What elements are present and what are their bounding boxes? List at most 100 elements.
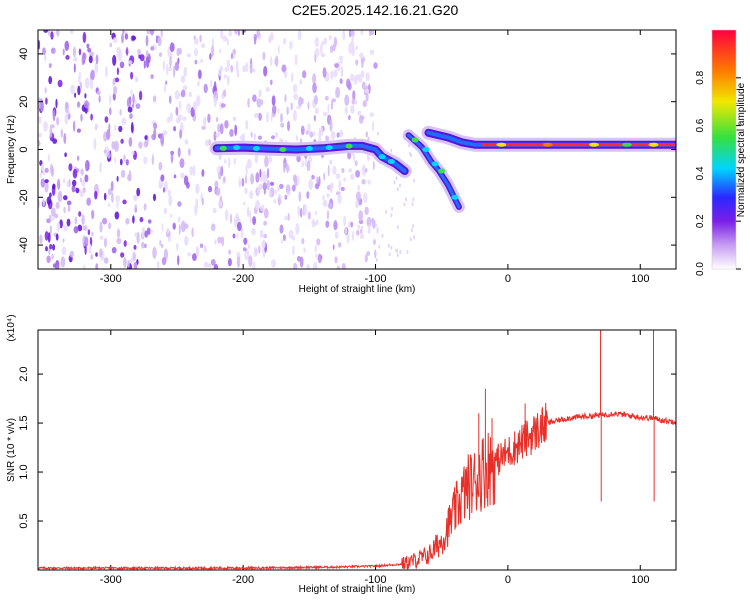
noise-blob: [79, 81, 83, 90]
noise-blob: [281, 64, 287, 73]
snr-line: [38, 402, 676, 570]
noise-blob: [350, 40, 355, 47]
noise-blob: [111, 247, 117, 254]
noise-blob: [52, 109, 56, 122]
y-scale-label: (x10⁴): [6, 314, 17, 341]
noise-blob: [388, 252, 391, 257]
noise-blob: [166, 227, 170, 234]
noise-blob: [78, 71, 81, 79]
noise-blob: [46, 218, 51, 224]
noise-blob: [306, 160, 311, 172]
noise-blob: [75, 187, 80, 194]
noise-blob: [121, 117, 127, 126]
noise-blob: [266, 179, 270, 191]
noise-blob: [192, 101, 198, 111]
noise-blob: [326, 193, 330, 198]
noise-blob: [259, 229, 264, 239]
noise-blob: [366, 216, 372, 228]
trace-peak-blob: [542, 142, 553, 147]
noise-blob: [223, 176, 226, 183]
noise-blob: [180, 172, 185, 179]
noise-blob: [260, 99, 264, 105]
noise-blob: [80, 113, 83, 122]
noise-blob: [247, 243, 251, 250]
noise-blob: [128, 60, 133, 65]
noise-blob: [372, 160, 375, 171]
noise-blob: [268, 190, 272, 198]
noise-blob: [190, 106, 195, 118]
noise-blob: [292, 245, 295, 256]
trace-highlight: [233, 145, 241, 151]
noise-blob: [137, 49, 141, 55]
noise-blob: [116, 175, 119, 182]
x-tick-label: -200: [232, 574, 254, 586]
noise-blob: [160, 174, 165, 182]
noise-blob: [112, 93, 116, 101]
noise-blob: [361, 59, 364, 69]
y-tick-label: 2.0: [18, 366, 30, 381]
noise-blob: [294, 54, 298, 66]
noise-blob: [323, 37, 328, 45]
noise-blob: [73, 226, 79, 234]
colorbar-tick-label: 0.8: [695, 70, 706, 84]
noise-blob: [103, 192, 107, 201]
noise-blob: [352, 154, 356, 163]
noise-blob: [243, 201, 246, 206]
noise-blob: [305, 130, 309, 136]
noise-blob: [263, 208, 269, 219]
noise-blob: [291, 184, 296, 192]
noise-blob: [367, 224, 371, 235]
noise-blob: [237, 30, 240, 37]
noise-blob: [107, 188, 112, 196]
noise-blob: [319, 126, 324, 136]
noise-blob: [186, 53, 191, 58]
noise-blob: [341, 167, 345, 174]
noise-blob: [331, 98, 337, 103]
noise-blob: [213, 131, 217, 141]
noise-blob: [43, 30, 48, 33]
trace-highlight: [411, 137, 419, 143]
noise-blob: [109, 107, 112, 116]
noise-blob: [166, 63, 169, 76]
noise-blob: [314, 244, 317, 253]
noise-blob: [68, 163, 73, 172]
trace-highlight: [305, 146, 313, 152]
noise-blob: [134, 232, 138, 237]
noise-blob: [270, 79, 273, 86]
noise-blob: [213, 97, 217, 108]
noise-blob: [186, 103, 192, 114]
noise-blob: [49, 243, 53, 250]
noise-blob: [86, 43, 90, 49]
noise-blob: [93, 138, 97, 150]
spectrogram-trace: [209, 125, 676, 213]
noise-blob: [325, 135, 330, 142]
noise-blob: [84, 236, 89, 247]
noise-blob: [313, 95, 318, 105]
noise-blob: [127, 106, 133, 113]
noise-blob: [224, 209, 229, 221]
noise-blob: [163, 84, 167, 93]
noise-blob: [329, 119, 333, 132]
noise-blob: [355, 59, 359, 66]
x-tick-label: -300: [100, 273, 122, 285]
noise-blob: [177, 255, 180, 266]
noise-blob: [365, 131, 369, 138]
noise-blob: [199, 34, 202, 43]
noise-blob: [350, 104, 355, 114]
y-tick-label: -40: [18, 237, 30, 253]
noise-blob: [312, 82, 317, 94]
noise-blob: [89, 51, 95, 57]
noise-blob: [38, 140, 41, 147]
noise-blob: [364, 88, 370, 95]
noise-blob: [248, 255, 253, 267]
noise-blob: [256, 99, 259, 104]
noise-blob: [52, 183, 56, 190]
trace-highlight: [451, 194, 459, 200]
noise-blob: [218, 68, 222, 77]
noise-blob: [139, 54, 145, 62]
noise-blob: [275, 55, 279, 67]
noise-blob: [66, 200, 72, 206]
noise-blob: [50, 31, 54, 40]
noise-blob: [300, 207, 303, 218]
